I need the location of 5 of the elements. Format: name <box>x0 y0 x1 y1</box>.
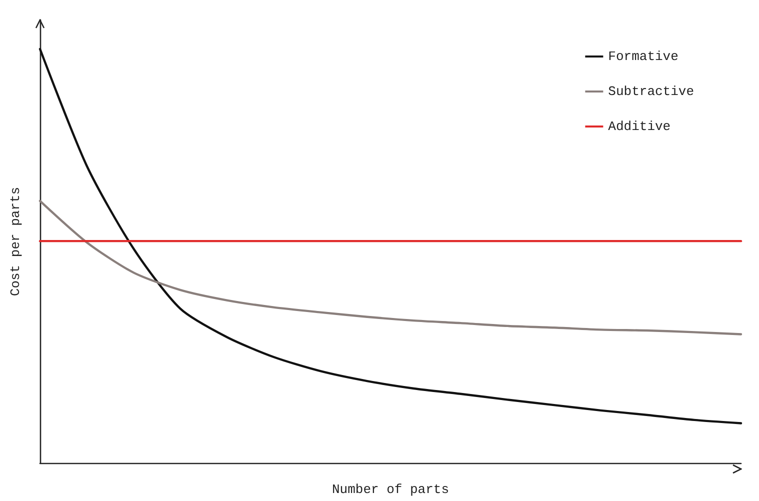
legend-label: Formative <box>608 49 678 64</box>
x-axis-title: Number of parts <box>332 482 450 497</box>
legend-label: Subtractive <box>608 84 694 99</box>
y-axis-title: Cost per parts <box>8 186 23 296</box>
legend-label: Additive <box>608 119 671 134</box>
